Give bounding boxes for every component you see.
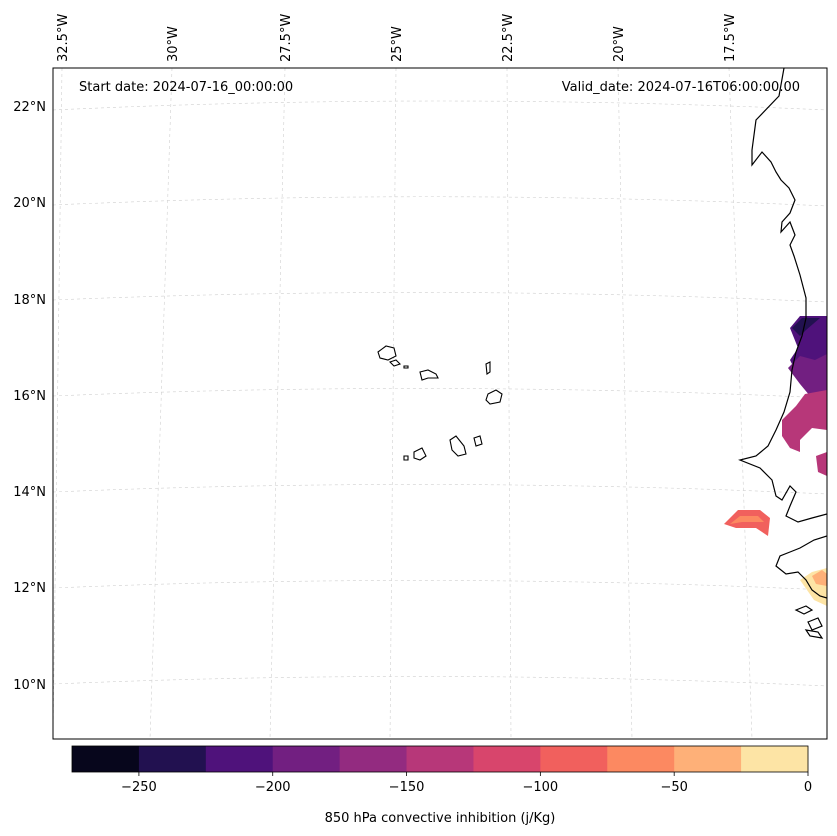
colorbar-bin xyxy=(540,746,608,772)
map-area xyxy=(53,68,827,739)
lon-label: 30°W xyxy=(166,26,181,62)
lat-label: 12°N xyxy=(13,581,46,596)
colorbar-frame xyxy=(71,745,809,773)
colorbar-bin xyxy=(72,746,140,772)
cin-patch-mid xyxy=(788,354,827,396)
lat-label: 16°N xyxy=(13,389,46,404)
lon-label: 32.5°W xyxy=(56,14,71,62)
lon-label: 20°W xyxy=(612,26,627,62)
guinea-bissau-coastline xyxy=(775,535,827,599)
colorbar-bin xyxy=(607,746,675,772)
longitude-gridlines xyxy=(53,68,753,739)
map-frame xyxy=(52,67,828,740)
colorbar-bin xyxy=(674,746,742,772)
west-africa-coastline xyxy=(738,68,827,523)
lat-label: 10°N xyxy=(13,678,46,693)
cin-patch-coast-orange xyxy=(812,570,827,586)
colorbar-bin xyxy=(138,746,207,772)
cin-patch-north-inner xyxy=(792,318,820,336)
longitude-tick-labels: 32.5°W 30°W 27.5°W 25°W 22.5°W 20°W 17.5… xyxy=(56,14,738,62)
colorbar-bin xyxy=(339,746,408,772)
colorbar-tick-label: −100 xyxy=(523,780,559,795)
lon-label: 17.5°W xyxy=(723,14,738,62)
cin-shading xyxy=(724,316,827,606)
colorbar-bin xyxy=(741,746,809,772)
colorbar-tick-label: −50 xyxy=(660,780,687,795)
cin-patch-south xyxy=(782,390,827,452)
lat-label: 20°N xyxy=(13,196,46,211)
lon-label: 27.5°W xyxy=(279,14,294,62)
cape-verde-islands xyxy=(377,345,503,461)
latitude-tick-labels: 22°N 20°N 18°N 16°N 14°N 12°N 10°N xyxy=(13,100,46,693)
colorbar-tick-label: −200 xyxy=(255,780,291,795)
colorbar-tick-label: 0 xyxy=(804,780,812,795)
colorbar-bin xyxy=(406,746,474,772)
colorbar-bin xyxy=(473,746,541,772)
cin-patch-offshore-light xyxy=(730,516,764,524)
colorbar-label: 850 hPa convective inhibition (j/Kg) xyxy=(325,811,556,826)
start-date-label: Start date: 2024-07-16_00:00:00 xyxy=(79,80,293,95)
valid-date-label: Valid_date: 2024-07-16T06:00:00.00 xyxy=(562,80,800,95)
latitude-gridlines xyxy=(53,100,827,687)
bijagos-islands xyxy=(794,605,824,639)
colorbar-tick-label: −250 xyxy=(121,780,157,795)
lat-label: 18°N xyxy=(13,293,46,308)
lon-label: 25°W xyxy=(390,26,405,62)
lon-label: 22.5°W xyxy=(501,14,516,62)
lat-label: 14°N xyxy=(13,485,46,500)
colorbar-bin xyxy=(205,746,274,772)
colorbar-bin xyxy=(272,746,341,772)
lat-label: 22°N xyxy=(13,100,46,115)
colorbar-tick-label: −150 xyxy=(389,780,425,795)
colorbar: −250 −200 −150 −100 −50 0 850 hPa convective … xyxy=(71,745,812,826)
cin-patch-south-small xyxy=(816,452,827,476)
